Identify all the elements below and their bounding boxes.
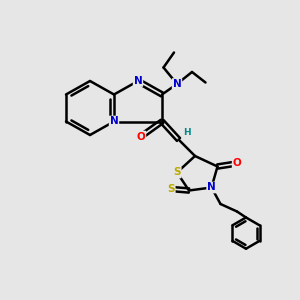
Text: N: N	[134, 76, 142, 86]
Text: O: O	[136, 131, 146, 142]
Text: N: N	[110, 116, 118, 127]
Text: S: S	[173, 167, 181, 178]
Text: N: N	[207, 182, 216, 193]
Text: N: N	[172, 79, 182, 89]
Text: H: H	[183, 128, 191, 137]
Text: O: O	[232, 158, 242, 169]
Text: S: S	[167, 184, 175, 194]
